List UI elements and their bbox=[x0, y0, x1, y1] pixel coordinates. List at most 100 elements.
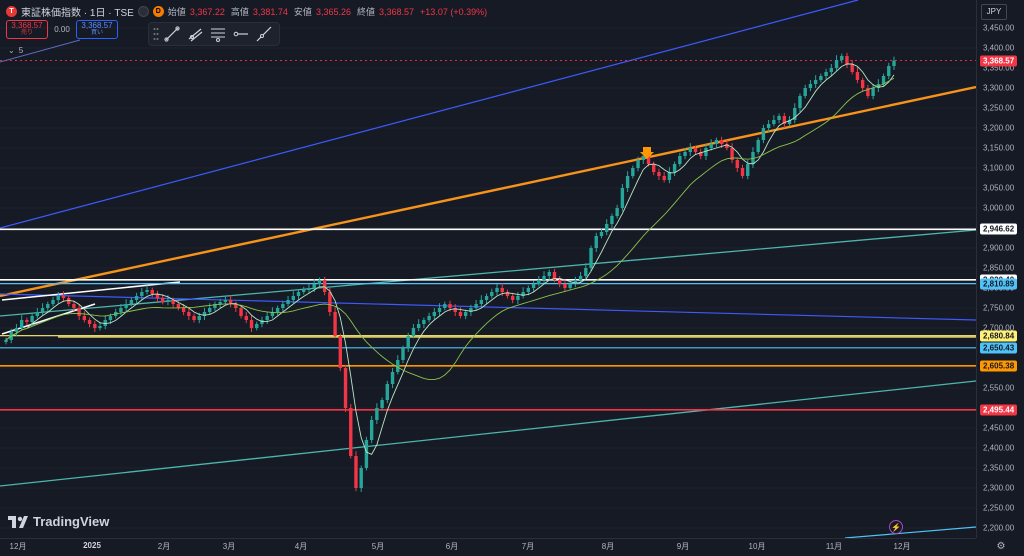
currency-selector[interactable]: JPY bbox=[981, 4, 1007, 20]
candle-body bbox=[208, 308, 212, 312]
candle-body bbox=[866, 88, 870, 96]
candle-body bbox=[840, 56, 844, 60]
chart-area[interactable] bbox=[0, 0, 977, 539]
candle-body bbox=[813, 80, 818, 84]
candle-body bbox=[453, 308, 457, 312]
trend-line-icon[interactable] bbox=[162, 25, 182, 43]
candle-body bbox=[129, 300, 134, 304]
sell-label: 売り bbox=[20, 30, 33, 37]
time-tick-label: 5月 bbox=[371, 542, 385, 551]
candle-body bbox=[359, 468, 363, 488]
candle-body bbox=[620, 188, 625, 208]
candle-body bbox=[380, 400, 384, 408]
candle-body bbox=[155, 294, 160, 298]
level-price-label[interactable]: 2,650.43 bbox=[980, 342, 1018, 354]
candle-body bbox=[275, 308, 280, 312]
candle-body bbox=[437, 308, 442, 312]
candle-body bbox=[249, 320, 254, 328]
candle-body bbox=[202, 312, 207, 316]
candle-body bbox=[777, 116, 781, 120]
candle-body bbox=[782, 116, 787, 124]
buy-button[interactable]: 3,368.57 買い bbox=[76, 20, 118, 39]
candle-body bbox=[855, 72, 860, 80]
chevron-down-icon[interactable]: ⌄ bbox=[8, 46, 15, 55]
candle-body bbox=[469, 308, 473, 312]
spread-value: 0.00 bbox=[54, 25, 70, 34]
symbol-legend: T 東証株価指数 · 1日 · TSE D 始値 3,367.22 高値 3,3… bbox=[6, 4, 489, 19]
candle-body bbox=[474, 304, 478, 308]
candle-body bbox=[631, 168, 635, 176]
candle-body bbox=[354, 456, 358, 488]
candle-body bbox=[396, 360, 400, 372]
candle-body bbox=[87, 320, 92, 324]
horizontal-ray-icon[interactable] bbox=[231, 25, 251, 43]
open-value: 3,367.22 bbox=[189, 6, 225, 17]
high-value: 3,381.74 bbox=[252, 6, 288, 17]
buy-price: 3,368.57 bbox=[81, 21, 113, 30]
candle-body bbox=[82, 316, 87, 320]
candle-body bbox=[103, 320, 107, 326]
candle-body bbox=[30, 316, 34, 322]
candle-body bbox=[302, 290, 306, 292]
candle-body bbox=[223, 300, 228, 302]
price-tick-label: 3,350.00 bbox=[983, 63, 1015, 73]
candle-body bbox=[265, 316, 269, 320]
candle-body bbox=[510, 296, 515, 300]
time-tick-label: 11月 bbox=[825, 542, 843, 551]
level-price-label[interactable]: 2,680.84 bbox=[980, 330, 1018, 342]
symbol-title[interactable]: 東証株価指数 · 1日 · TSE bbox=[21, 8, 134, 19]
candle-body bbox=[427, 316, 431, 320]
time-tick-label: 8月 bbox=[601, 542, 615, 551]
price-tick-label: 3,100.00 bbox=[983, 163, 1015, 173]
indicators-toggle[interactable]: ⌄ 5 bbox=[8, 46, 23, 55]
data-badge: D bbox=[152, 6, 164, 17]
indicator-count: 5 bbox=[18, 46, 24, 55]
candle-body bbox=[834, 60, 839, 68]
tradingview-mark-icon bbox=[8, 515, 28, 528]
orange-trend-line bbox=[0, 85, 977, 298]
lightning-event-icon[interactable]: ⚡ bbox=[889, 520, 903, 534]
price-tick-label: 3,000.00 bbox=[983, 203, 1015, 213]
time-tick-label: 6月 bbox=[445, 542, 459, 551]
candle-body bbox=[735, 160, 739, 168]
candle-body bbox=[291, 296, 295, 300]
price-axis[interactable]: JPY 3,450.00 3,400.00 3,350.00 3,300.00 3,25… bbox=[976, 0, 1024, 538]
market-open-icon bbox=[137, 6, 149, 17]
ma-slow-line bbox=[5, 77, 895, 381]
candle-body bbox=[443, 304, 447, 308]
candle-body bbox=[140, 292, 144, 296]
candle-body bbox=[887, 66, 891, 76]
gear-icon[interactable]: ⚙ bbox=[996, 540, 1006, 552]
level-price-label[interactable]: 2,495.44 bbox=[980, 404, 1018, 416]
candle-body bbox=[51, 300, 55, 304]
candle-body bbox=[531, 284, 536, 288]
level-price-label[interactable]: 2,605.38 bbox=[980, 360, 1018, 372]
price-tick-label: 2,250.00 bbox=[983, 503, 1015, 513]
candle-body bbox=[672, 164, 677, 172]
white-trend-line bbox=[1, 281, 181, 301]
candle-body bbox=[401, 348, 405, 360]
candle-body bbox=[171, 300, 175, 304]
close-value: 3,368.57 bbox=[379, 6, 415, 17]
candle-body bbox=[369, 420, 374, 440]
sell-button[interactable]: 3,368.57 売り bbox=[6, 20, 48, 39]
price-tick-label: 2,750.00 bbox=[983, 303, 1015, 313]
candle-body bbox=[772, 120, 776, 124]
candle-body bbox=[490, 292, 494, 296]
candle-body bbox=[134, 296, 139, 300]
ray-icon[interactable] bbox=[185, 25, 205, 43]
price-chart[interactable] bbox=[0, 0, 977, 539]
time-axis[interactable]: 12月 2025 2月 3月 4月 5月 6月 7月 8月 9月 10月 11月 12月 bbox=[0, 538, 976, 556]
candle-body bbox=[573, 280, 578, 284]
high-label: 高値 bbox=[230, 7, 249, 17]
open-label: 始値 bbox=[167, 7, 186, 17]
candle-body bbox=[667, 172, 672, 180]
extended-line-icon[interactable] bbox=[254, 25, 274, 43]
candle-body bbox=[542, 276, 546, 280]
parallel-channel-icon[interactable] bbox=[208, 25, 228, 43]
candle-body bbox=[108, 316, 113, 320]
level-price-label[interactable]: 2,810.89 bbox=[980, 278, 1018, 290]
level-price-label[interactable]: 2,946.62 bbox=[980, 223, 1018, 235]
time-tick-label: 12月 bbox=[9, 542, 27, 551]
drag-handle-icon[interactable] bbox=[153, 27, 159, 41]
